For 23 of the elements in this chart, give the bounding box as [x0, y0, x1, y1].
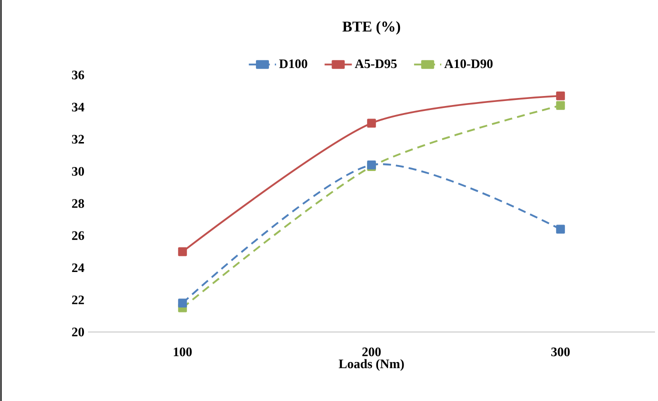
legend-label: D100 — [279, 59, 308, 68]
point — [556, 101, 565, 110]
point — [367, 118, 376, 128]
legend-label: A5-D95 — [354, 59, 397, 68]
legend-label: A10-D90 — [444, 59, 493, 68]
point — [556, 91, 565, 100]
point — [556, 224, 565, 234]
y-tick-label: 22 — [72, 296, 84, 304]
y-tick-label: 26 — [72, 231, 84, 240]
y-tick-label: 32 — [72, 134, 84, 144]
y-tick-label: 24 — [72, 263, 84, 272]
chart-title: BTE (%) — [342, 21, 400, 35]
point — [178, 247, 187, 256]
y-tick-label: 20 — [72, 328, 84, 336]
x-axis-title: Loads (Nm) — [338, 359, 404, 371]
x-tick-label: 200 — [362, 348, 381, 356]
x-tick-label: 100 — [174, 348, 192, 356]
y-tick-label: 34 — [72, 102, 84, 112]
y-tick-label: 30 — [72, 167, 84, 176]
y-tick-label: 28 — [72, 199, 84, 208]
x-tick-label: 300 — [551, 348, 570, 356]
point — [178, 298, 187, 308]
y-tick-label: 36 — [72, 70, 84, 80]
